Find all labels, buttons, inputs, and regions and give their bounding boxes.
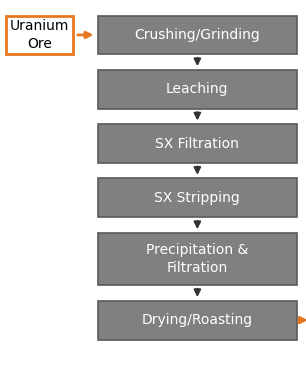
- Text: Uranium
Ore: Uranium Ore: [10, 19, 69, 50]
- Text: Precipitation &
Filtration: Precipitation & Filtration: [146, 243, 248, 275]
- FancyBboxPatch shape: [98, 178, 297, 217]
- FancyBboxPatch shape: [6, 16, 73, 54]
- Text: Drying/Roasting: Drying/Roasting: [142, 313, 253, 327]
- FancyBboxPatch shape: [98, 70, 297, 109]
- Text: Crushing/Grinding: Crushing/Grinding: [135, 28, 260, 42]
- FancyBboxPatch shape: [98, 233, 297, 285]
- Text: Leaching: Leaching: [166, 82, 229, 96]
- Text: SX Stripping: SX Stripping: [155, 191, 240, 205]
- FancyBboxPatch shape: [98, 301, 297, 340]
- FancyBboxPatch shape: [98, 16, 297, 54]
- FancyBboxPatch shape: [98, 124, 297, 163]
- Text: SX Filtration: SX Filtration: [155, 137, 239, 151]
